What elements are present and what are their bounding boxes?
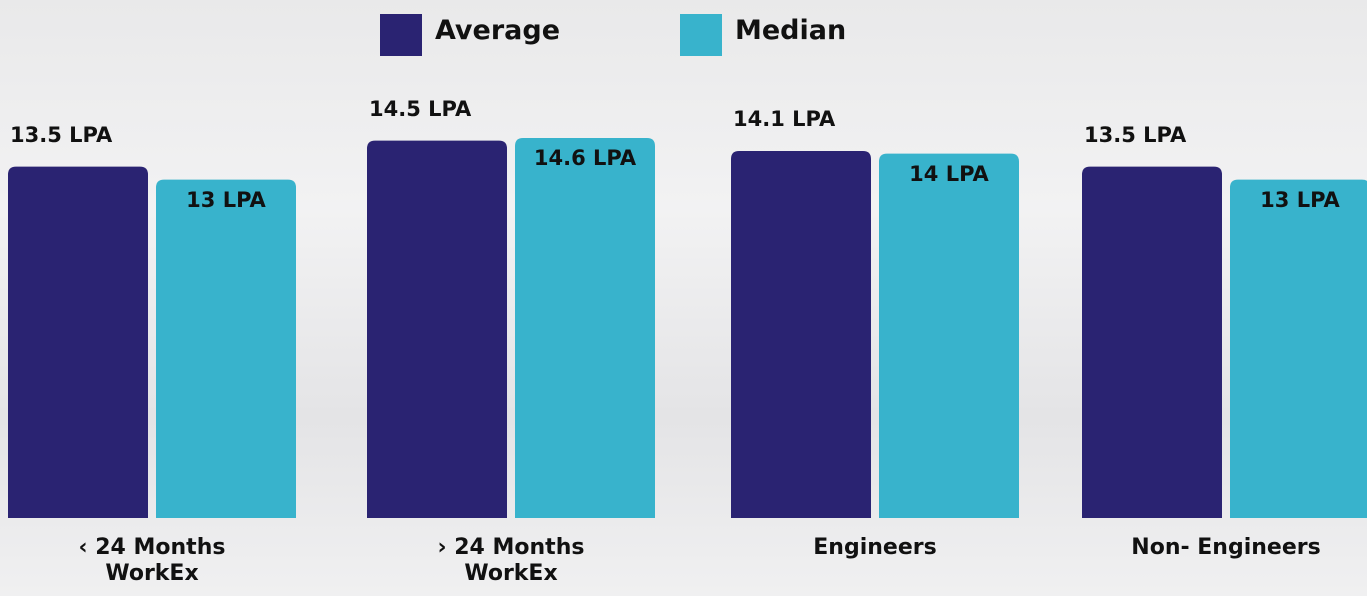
bar [367, 140, 507, 519]
value-label: 14.6 LPA [533, 146, 637, 170]
category-label: Non- Engineers [1131, 535, 1321, 560]
legend-label: Median [735, 15, 847, 46]
legend-swatch [380, 14, 422, 56]
bar [8, 166, 148, 519]
value-label: 14 LPA [909, 161, 989, 186]
bar [879, 153, 1019, 518]
bar [156, 179, 296, 518]
category-label: › 24 Months WorkEx [437, 535, 585, 586]
bar [731, 151, 871, 518]
bar [1082, 166, 1222, 519]
bar [1230, 179, 1367, 518]
value-label: 13 LPA [186, 187, 266, 212]
legend-swatch [680, 14, 722, 56]
value-label: 14.1 LPA [733, 107, 836, 131]
value-label: 14.5 LPA [369, 96, 472, 121]
value-label: 13.5 LPA [10, 122, 113, 147]
category-label: ‹ 24 Months WorkEx [78, 535, 226, 586]
value-label: 13 LPA [1260, 187, 1340, 212]
value-label: 13.5 LPA [1084, 122, 1187, 147]
bar [515, 138, 655, 518]
legend-label: Average [435, 15, 561, 46]
category-label: Engineers [813, 535, 937, 560]
